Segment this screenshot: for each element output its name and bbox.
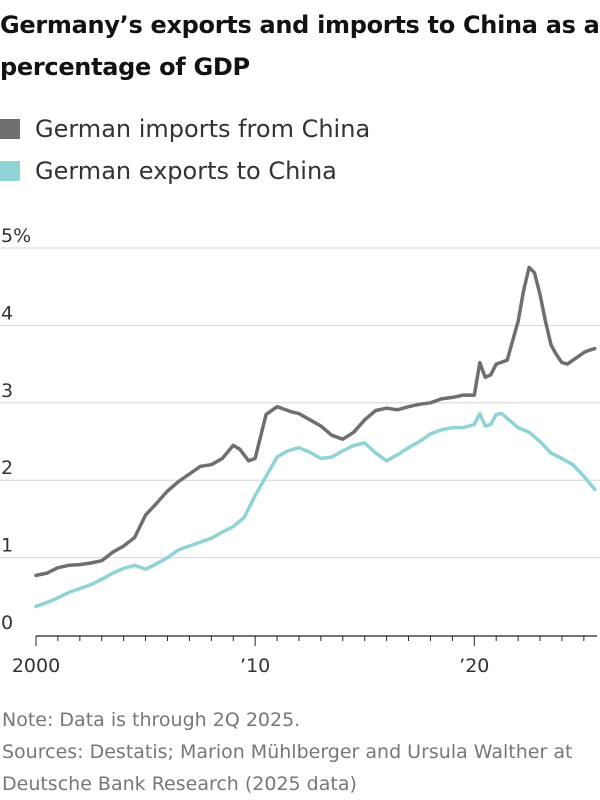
y-tick-label: 2 [1,457,13,479]
legend-label-imports: German imports from China [35,115,371,143]
exports-line [34,411,597,609]
series-lines [34,265,597,609]
exports-swatch-icon [0,161,20,181]
y-tick-label: 5% [1,225,31,247]
gridlines [0,247,600,559]
x-tick-label: ’10 [240,655,270,677]
y-tick-labels: 5% 4 3 2 1 0 [1,225,31,634]
imports-line [34,265,597,578]
source-note: Sources: Destatis; Marion Mühlberger and… [2,741,573,795]
x-tick-label: 2000 [12,655,60,677]
chart-title: Germany’s exports and imports to China a… [0,11,600,81]
y-tick-label: 1 [1,535,13,557]
imports-swatch-icon [0,119,20,139]
y-tick-label: 4 [1,302,13,324]
legend: German imports from China German exports… [0,108,370,192]
x-axis: 2000 ’10 ’20 [12,635,597,677]
legend-item-imports: German imports from China [0,108,370,150]
line-chart: 5% 4 3 2 1 0 2000 ’10 ’20 [0,225,600,677]
y-tick-label: 0 [1,612,13,634]
chart-notes: Note: Data is through 2Q 2025. Sources: … [2,704,592,800]
legend-item-exports: German exports to China [0,150,370,192]
data-note: Note: Data is through 2Q 2025. [2,709,301,731]
y-tick-label: 3 [1,380,13,402]
x-tick-label: ’20 [459,655,489,677]
legend-label-exports: German exports to China [35,157,337,185]
